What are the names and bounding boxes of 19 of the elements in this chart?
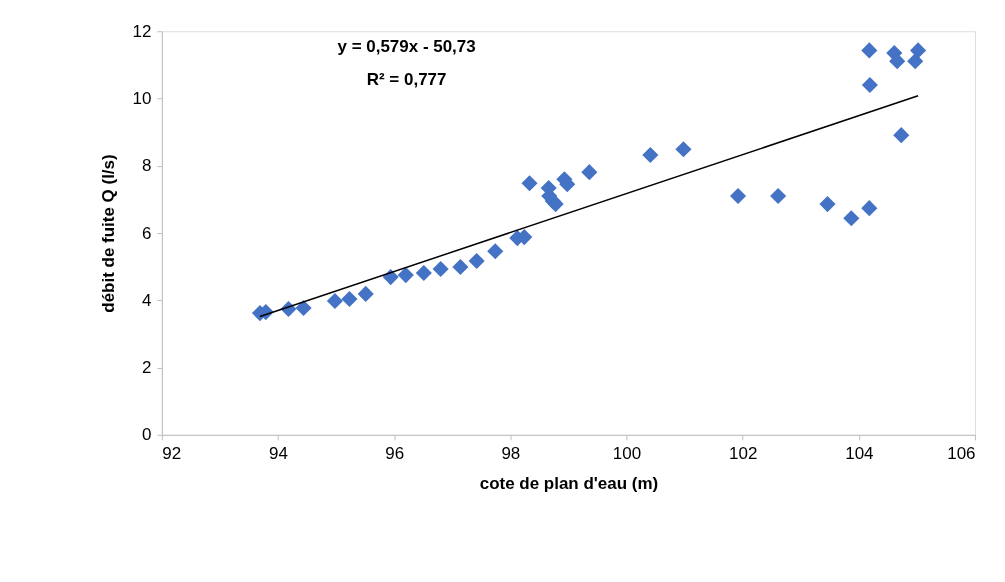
y-tick-label: 6 — [141, 223, 152, 243]
y-tick-label: 10 — [132, 89, 152, 108]
y-tick-label: 0 — [141, 425, 152, 445]
x-tick-label: 92 — [162, 444, 182, 464]
y-tick-label: 4 — [141, 290, 152, 310]
x-tick-label: 104 — [845, 444, 874, 464]
y-axis-title: débit de fuite Q (l/s) — [99, 154, 119, 313]
annotation: R² = 0,777 — [366, 70, 447, 90]
annotation: y = 0,579x - 50,73 — [337, 37, 476, 57]
x-tick-label: 102 — [729, 444, 758, 464]
x-tick-label: 94 — [269, 444, 288, 464]
y-tick-label: 12 — [132, 21, 152, 41]
x-tick-label: 98 — [501, 444, 521, 464]
x-axis-title: cote de plan d'eau (m) — [479, 474, 659, 494]
x-tick-label: 100 — [612, 444, 642, 464]
y-tick-label: 8 — [141, 156, 152, 176]
x-tick-label: 106 — [947, 444, 976, 464]
y-tick-label: 2 — [141, 358, 152, 378]
x-tick-label: 96 — [385, 444, 405, 464]
